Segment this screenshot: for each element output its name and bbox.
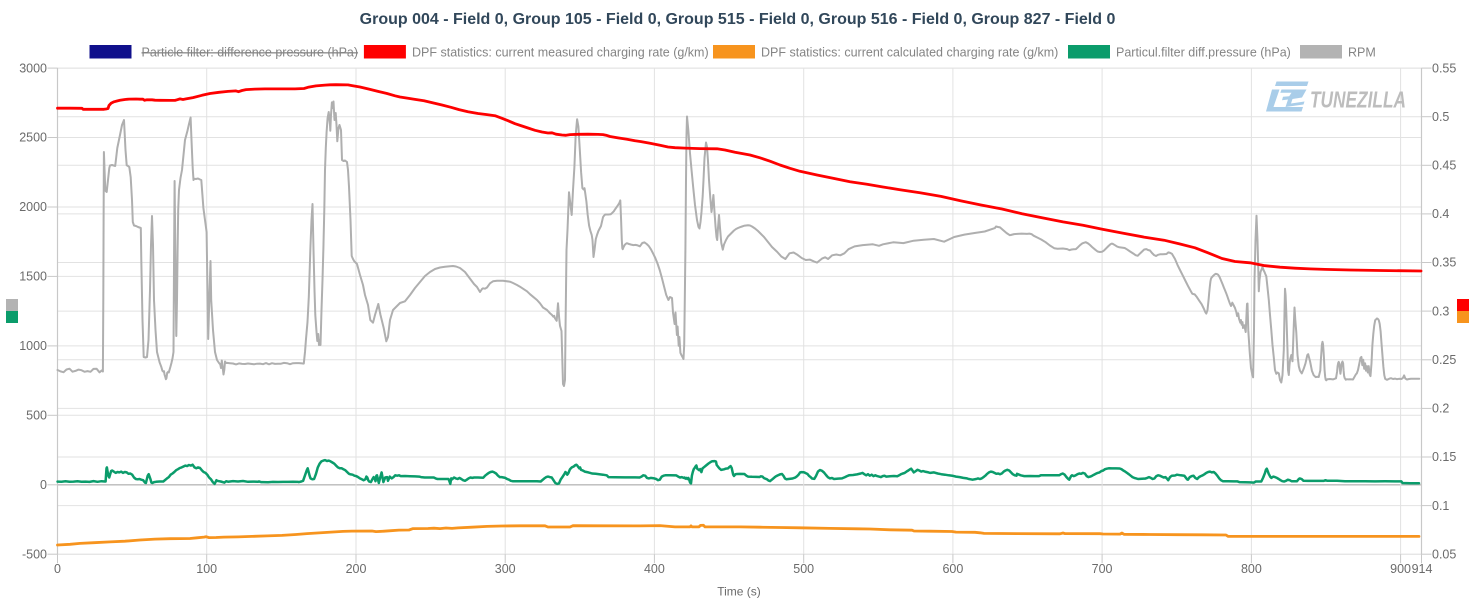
svg-text:900: 900 <box>1390 562 1411 576</box>
svg-text:0: 0 <box>40 478 47 492</box>
svg-text:0.5: 0.5 <box>1432 110 1449 124</box>
svg-text:0.3: 0.3 <box>1432 304 1449 318</box>
svg-text:600: 600 <box>942 562 963 576</box>
svg-text:Particul.filter diff.pressure: Particul.filter diff.pressure (hPa) <box>1116 46 1291 60</box>
svg-text:1000: 1000 <box>19 339 47 353</box>
svg-text:Time (s): Time (s) <box>717 585 761 599</box>
svg-text:2000: 2000 <box>19 200 47 214</box>
svg-text:700: 700 <box>1092 562 1113 576</box>
svg-text:1500: 1500 <box>19 270 47 284</box>
svg-text:914: 914 <box>1412 562 1433 576</box>
svg-text:0.2: 0.2 <box>1432 402 1449 416</box>
svg-text:Particle filter: difference pr: Particle filter: difference pressure (hP… <box>142 46 359 60</box>
svg-text:0.15: 0.15 <box>1432 450 1456 464</box>
svg-text:300: 300 <box>495 562 516 576</box>
svg-text:0.4: 0.4 <box>1432 207 1449 221</box>
svg-text:3000: 3000 <box>19 61 47 75</box>
svg-text:0.35: 0.35 <box>1432 256 1456 270</box>
svg-text:DPF statistics: current calcul: DPF statistics: current calculated charg… <box>761 46 1058 60</box>
svg-text:0: 0 <box>54 562 61 576</box>
svg-text:0.55: 0.55 <box>1432 61 1456 75</box>
svg-text:RPM: RPM <box>1348 46 1376 60</box>
svg-text:TUNEZILLA: TUNEZILLA <box>1310 87 1406 113</box>
svg-text:0.1: 0.1 <box>1432 499 1449 513</box>
svg-text:0.05: 0.05 <box>1432 547 1456 561</box>
svg-text:200: 200 <box>346 562 367 576</box>
svg-text:0.25: 0.25 <box>1432 353 1456 367</box>
svg-text:DPF statistics: current measur: DPF statistics: current measured chargin… <box>412 46 709 60</box>
svg-text:400: 400 <box>644 562 665 576</box>
svg-text:500: 500 <box>26 409 47 423</box>
svg-text:800: 800 <box>1241 562 1262 576</box>
svg-text:100: 100 <box>196 562 217 576</box>
svg-text:500: 500 <box>793 562 814 576</box>
svg-text:2500: 2500 <box>19 131 47 145</box>
svg-text:Group 004 - Field 0, Group 105: Group 004 - Field 0, Group 105 - Field 0… <box>360 11 1116 28</box>
svg-text:-500: -500 <box>22 547 47 561</box>
svg-text:0.45: 0.45 <box>1432 159 1456 173</box>
